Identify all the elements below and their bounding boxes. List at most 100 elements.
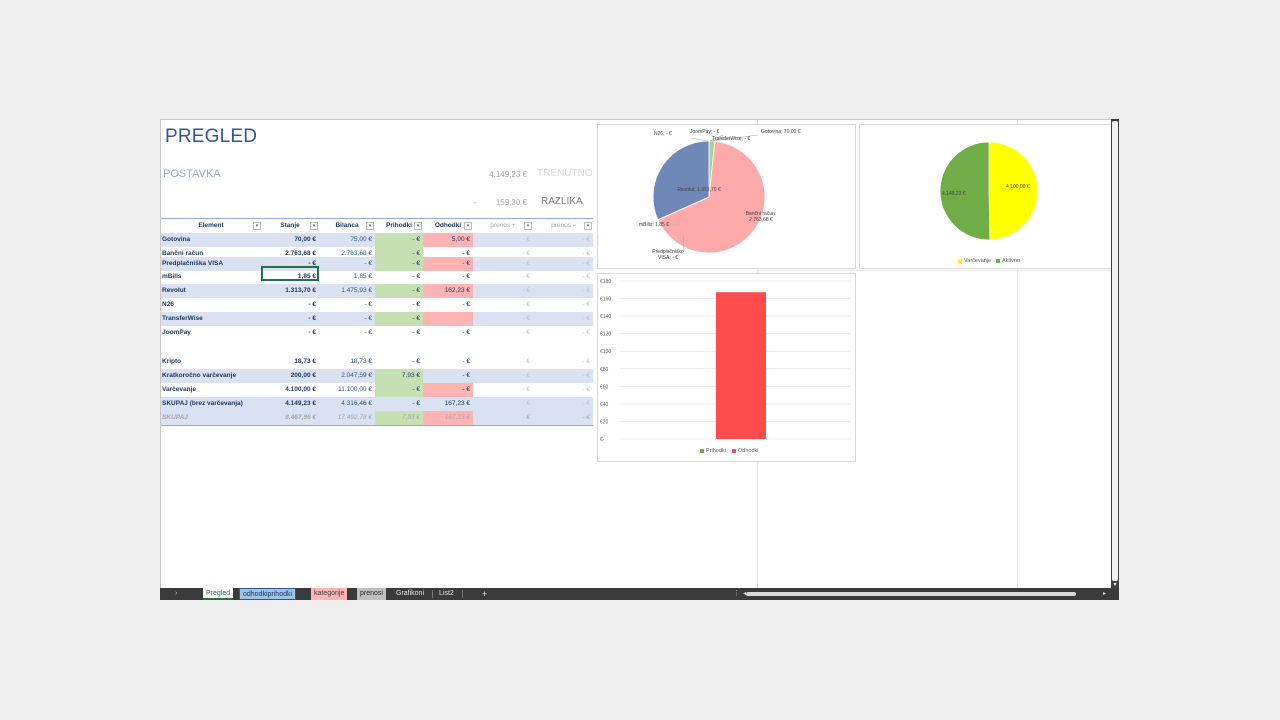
horizontal-scrollbar[interactable]: [746, 592, 1076, 596]
cell-bilanca[interactable]: - €: [364, 315, 372, 322]
income-expense-bar-chart[interactable]: €180 €160 €140 €120 €100 €80 €60 €40 €20 €- Priho…: [597, 273, 856, 462]
cell-prihodki[interactable]: - €: [375, 284, 423, 298]
cell-name[interactable]: Kratkoročno varčevanje: [162, 372, 237, 379]
cell-odhodki[interactable]: - €: [462, 273, 470, 280]
cell-bilanca[interactable]: 2.763,68 €: [341, 250, 372, 257]
cell-prenos-plus[interactable]: - €: [522, 400, 530, 407]
cell-name[interactable]: mBills: [162, 273, 182, 280]
spreadsheet-sheet[interactable]: PREGLED POSTAVKA 4.149,23 € TRENUTNO - 1…: [160, 119, 1119, 600]
cell-bilanca[interactable]: - €: [364, 329, 372, 336]
cell-prenos-minus[interactable]: - €: [582, 260, 590, 267]
tab-odhodki[interactable]: odhodkiprihodki: [239, 588, 297, 600]
cell-prenos-minus[interactable]: - €: [582, 329, 590, 336]
cell-odhodki[interactable]: 5,00 €: [423, 233, 473, 247]
cell-prenos-plus[interactable]: - €: [522, 250, 530, 257]
cell-prenos-plus[interactable]: - €: [522, 372, 530, 379]
cell-stanje[interactable]: 4.100,00 €: [285, 386, 316, 393]
cell-stanje[interactable]: 18,73 €: [294, 358, 316, 365]
cell-name[interactable]: Predplačniška VISA: [162, 260, 224, 267]
cell-odhodki[interactable]: 167,23 €: [444, 400, 470, 407]
cell-name[interactable]: Bančni račun: [162, 250, 204, 257]
tab-kategorije[interactable]: kategorije: [311, 588, 348, 600]
cell-prihodki[interactable]: 7,93 €: [375, 411, 423, 425]
cell-bilanca[interactable]: 75,00 €: [350, 236, 372, 243]
cell-name[interactable]: Varčevanje: [162, 386, 196, 393]
cell-prenos-minus[interactable]: - €: [582, 358, 590, 365]
cell-name[interactable]: N26: [162, 301, 174, 308]
cell-bilanca[interactable]: - €: [364, 301, 372, 308]
tab-grafikoni[interactable]: Grafikoni: [396, 590, 425, 597]
filter-dropdown-prihodki[interactable]: ▾: [414, 222, 422, 230]
cell-stanje[interactable]: 2.763,68 €: [285, 250, 316, 257]
scroll-down-arrow-icon[interactable]: ▾: [1113, 582, 1117, 588]
cell-stanje[interactable]: - €: [308, 315, 316, 322]
cell-odhodki[interactable]: - €: [462, 372, 470, 379]
cell-bilanca[interactable]: 4.316,46 €: [341, 400, 372, 407]
tab-nav-arrow-icon[interactable]: ›: [175, 590, 178, 597]
cell-odhodki[interactable]: [423, 312, 473, 326]
cell-prenos-plus[interactable]: - €: [522, 414, 530, 421]
cell-name[interactable]: JoomPay: [162, 329, 191, 336]
tab-prihodki-label[interactable]: prihodki: [267, 591, 293, 598]
cell-stanje[interactable]: 4.149,23 €: [285, 400, 316, 407]
cell-odhodki[interactable]: - €: [423, 383, 473, 397]
cell-odhodki[interactable]: - €: [462, 329, 470, 336]
cell-odhodki[interactable]: - €: [423, 257, 473, 271]
cell-prihodki[interactable]: - €: [412, 329, 420, 336]
cell-stanje[interactable]: 8.467,96 €: [285, 414, 316, 421]
filter-dropdown-element[interactable]: ▾: [253, 222, 261, 230]
cell-name[interactable]: TransferWise: [162, 315, 203, 322]
cell-bilanca[interactable]: 17.492,78 €: [337, 414, 372, 421]
cell-odhodki[interactable]: 167,23 €: [423, 411, 473, 425]
cell-prihodki[interactable]: - €: [375, 312, 423, 326]
savings-pie-chart[interactable]: 4.149,23 € 4.100,00 € Varčevanje Aktivno: [859, 124, 1118, 269]
cell-prihodki[interactable]: - €: [375, 233, 423, 247]
cell-prihodki[interactable]: 7,93 €: [375, 369, 423, 383]
cell-bilanca[interactable]: 18,73 €: [350, 358, 372, 365]
filter-dropdown-bilanca[interactable]: ▾: [366, 222, 374, 230]
cell-name[interactable]: SKUPAJ: [162, 414, 188, 421]
trenutno-value[interactable]: 4.149,23 €: [489, 170, 527, 179]
cell-stanje[interactable]: - €: [308, 301, 316, 308]
cell-prihodki[interactable]: - €: [375, 383, 423, 397]
cell-name[interactable]: Gotovina: [162, 236, 191, 243]
cell-prenos-plus[interactable]: - €: [522, 315, 530, 322]
cell-odhodki[interactable]: 162,23 €: [423, 284, 473, 298]
cell-prenos-plus[interactable]: - €: [522, 287, 530, 294]
cell-bilanca[interactable]: - €: [364, 260, 372, 267]
cell-prenos-plus[interactable]: - €: [522, 236, 530, 243]
cell-prenos-minus[interactable]: - €: [582, 250, 590, 257]
cell-prihodki[interactable]: - €: [375, 257, 423, 271]
filter-dropdown-prenos-plus[interactable]: ▾: [524, 222, 532, 230]
cell-prihodki[interactable]: - €: [412, 358, 420, 365]
cell-name[interactable]: Kripto: [162, 358, 182, 365]
cell-prenos-plus[interactable]: - €: [522, 358, 530, 365]
cell-prenos-minus[interactable]: - €: [582, 386, 590, 393]
cell-prenos-minus[interactable]: - €: [582, 315, 590, 322]
cell-bilanca[interactable]: 2.047,59 €: [341, 372, 372, 379]
tab-prenosi[interactable]: prenosi: [357, 588, 386, 600]
cell-prihodki[interactable]: - €: [412, 301, 420, 308]
razlika-value[interactable]: 159,30 €: [495, 198, 527, 207]
cell-prenos-plus[interactable]: - €: [522, 273, 530, 280]
add-sheet-plus-icon[interactable]: +: [482, 589, 488, 599]
cell-stanje[interactable]: 200,00 €: [290, 372, 316, 379]
cell-prenos-minus[interactable]: - €: [582, 236, 590, 243]
cell-prenos-plus[interactable]: - €: [522, 329, 530, 336]
tab-list2[interactable]: List2: [439, 590, 454, 597]
cell-prihodki[interactable]: - €: [412, 273, 420, 280]
cell-prenos-minus[interactable]: - €: [582, 414, 590, 421]
cell-stanje[interactable]: 70,00 €: [294, 236, 316, 243]
cell-odhodki[interactable]: - €: [462, 301, 470, 308]
cell-odhodki[interactable]: - €: [462, 250, 470, 257]
accounts-pie-chart[interactable]: JoomPay; - € N26; - € TransferWise; - € …: [597, 124, 856, 269]
cell-prenos-plus[interactable]: - €: [522, 301, 530, 308]
cell-bilanca[interactable]: 11.100,00 €: [338, 386, 372, 393]
cell-stanje[interactable]: - €: [308, 329, 316, 336]
filter-dropdown-stanje[interactable]: ▾: [310, 222, 318, 230]
filter-dropdown-odhodki[interactable]: ▾: [464, 222, 472, 230]
cell-name[interactable]: Revolut: [162, 287, 186, 294]
scroll-left-arrow-icon[interactable]: ◂: [743, 591, 747, 597]
vertical-scrollbar-thumb[interactable]: [1112, 121, 1118, 581]
cell-prenos-minus[interactable]: - €: [582, 400, 590, 407]
